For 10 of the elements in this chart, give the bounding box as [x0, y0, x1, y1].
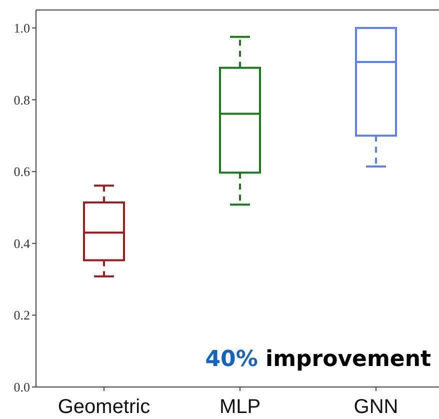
x-tick-label: Geometric: [58, 396, 150, 418]
y-tick-label: 0.4: [14, 236, 30, 251]
x-tick-label: GNN: [354, 396, 398, 418]
y-tick-label: 0.2: [14, 308, 30, 323]
y-tick-label: 0.6: [14, 164, 30, 180]
y-tick-label: 0.0: [14, 380, 30, 395]
annotation: 40% improvement: [205, 347, 432, 372]
y-tick-label: 0.8: [14, 92, 30, 108]
y-tick-label: 1.0: [14, 20, 30, 36]
x-tick-label: MLP: [219, 396, 261, 418]
